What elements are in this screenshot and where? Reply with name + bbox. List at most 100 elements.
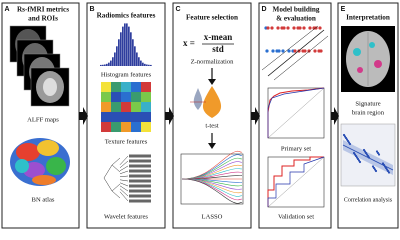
flow-arrows xyxy=(79,107,339,125)
violin-plot-image xyxy=(190,86,222,118)
texture-heatmap-image-part xyxy=(121,112,131,122)
bn-atlas-image-part xyxy=(16,143,40,161)
panel-label: C xyxy=(175,6,180,13)
classifier-image-part xyxy=(261,25,319,71)
lasso-path-image-part xyxy=(181,178,243,204)
classifier-image-part xyxy=(302,26,306,30)
lasso-path-image-part xyxy=(181,164,243,180)
classifier-image-part xyxy=(298,26,302,30)
histogram-image-part xyxy=(114,52,116,66)
panel-title: and ROIs xyxy=(28,15,58,23)
wavelet-tree-image-part xyxy=(119,182,129,187)
wavelet-tree-image-part xyxy=(129,194,151,198)
classifier-image-part xyxy=(293,49,297,53)
texture-heatmap-image-part xyxy=(141,92,151,102)
histogram-image-part xyxy=(146,64,148,66)
lasso-path-image xyxy=(180,150,244,205)
correlation-plot-image-part xyxy=(358,160,362,164)
correlation-plot-image-part xyxy=(342,144,394,171)
wavelet-tree-image-part xyxy=(119,185,129,192)
texture-heatmap-image xyxy=(101,82,151,132)
formula-numerator: x-mean xyxy=(204,32,233,42)
classifier-image-part xyxy=(313,49,317,53)
caption: BN atlas xyxy=(32,197,55,204)
histogram-image-part xyxy=(112,57,114,66)
caption: Histogram features xyxy=(101,72,152,79)
histogram-image-part xyxy=(102,64,104,66)
histogram-image-part xyxy=(128,26,130,66)
wavelet-tree-image-part xyxy=(129,174,151,178)
texture-heatmap-image-part xyxy=(131,102,141,112)
classifier-image-part xyxy=(318,26,322,30)
histogram-image-part xyxy=(138,57,140,66)
caption: t-test xyxy=(205,123,218,130)
signature-brain-image-part xyxy=(369,42,375,48)
caption: LASSO xyxy=(202,214,223,221)
violin-plot-image-part xyxy=(193,88,203,110)
texture-heatmap-image-part xyxy=(141,112,151,122)
texture-heatmap-image-part xyxy=(121,122,131,132)
roc-primary-image-part xyxy=(267,87,325,139)
texture-heatmap-image-part xyxy=(121,82,131,92)
panel-title: Interpretation xyxy=(346,14,390,22)
wavelet-tree-image-part xyxy=(119,155,129,165)
classifier-image-part xyxy=(287,49,291,53)
wavelet-tree-image-part xyxy=(129,184,151,188)
wavelet-tree-image-part xyxy=(119,179,129,182)
wavelet-tree-image-part xyxy=(129,199,151,203)
signature-brain-image xyxy=(341,26,395,92)
classifier-image-part xyxy=(270,26,274,30)
violin-plot-image-part xyxy=(202,86,222,118)
alff-maps-image xyxy=(9,25,70,107)
roc-primary-image-part xyxy=(267,87,325,138)
panel-label: B xyxy=(89,6,94,13)
caption: Wavelet features xyxy=(104,214,148,221)
roc-validation-image-part xyxy=(267,156,324,207)
flow-arrows-part xyxy=(251,107,260,125)
flow-arrows-part xyxy=(165,107,174,125)
bn-atlas-image-part xyxy=(37,140,59,156)
wavelet-tree-image-part xyxy=(129,154,151,158)
wavelet-tree-image xyxy=(103,154,151,203)
texture-heatmap-image-part xyxy=(111,122,121,132)
wavelet-tree-image-part xyxy=(129,169,151,173)
workflow-figure: A B C D E Rs-fMRI metrics and ROIs ALFF … xyxy=(1,2,399,229)
flow-arrows-part xyxy=(331,107,339,125)
lasso-path-image-part xyxy=(180,153,244,205)
caption: brain region xyxy=(352,110,385,117)
classifier-image-part xyxy=(281,49,285,53)
panel-title: Rs-fMRI metrics xyxy=(17,6,69,14)
histogram-image xyxy=(100,23,152,66)
correlation-plot-image-part xyxy=(374,169,378,173)
wavelet-tree-image-part xyxy=(129,159,151,163)
caption: Correlation analysis xyxy=(344,197,393,203)
texture-heatmap-image-part xyxy=(141,82,151,92)
roc-validation-image-part xyxy=(267,156,325,207)
wavelet-tree-image-part xyxy=(119,188,129,197)
down-arrow xyxy=(208,68,216,85)
panel-label: A xyxy=(4,6,9,13)
classifier-image-part xyxy=(307,49,311,53)
classifier-image xyxy=(261,25,329,81)
panel-title: Feature selection xyxy=(186,14,238,22)
texture-heatmap-image-part xyxy=(101,102,111,112)
texture-heatmap-image-part xyxy=(111,102,121,112)
wavelet-tree-image-part xyxy=(119,160,129,168)
histogram-image-part xyxy=(100,64,102,66)
histogram-image-part xyxy=(122,26,124,66)
histogram-image-part xyxy=(120,32,122,66)
classifier-image-part xyxy=(271,49,275,53)
texture-heatmap-image-part xyxy=(141,102,151,112)
wavelet-tree-image-part xyxy=(119,165,129,172)
texture-heatmap-image-part xyxy=(101,92,111,102)
down-arrow-part xyxy=(208,143,216,149)
texture-heatmap-image-part xyxy=(131,112,141,122)
classifier-image-part xyxy=(266,26,270,30)
signature-brain-image-part xyxy=(353,48,361,56)
panel-title: Radiomics features xyxy=(97,12,156,20)
histogram-image-part xyxy=(130,32,132,66)
wavelet-tree-image-part xyxy=(129,164,151,168)
texture-heatmap-image-part xyxy=(121,92,131,102)
wavelet-tree-image-part xyxy=(129,179,151,183)
texture-heatmap-image-part xyxy=(111,92,121,102)
